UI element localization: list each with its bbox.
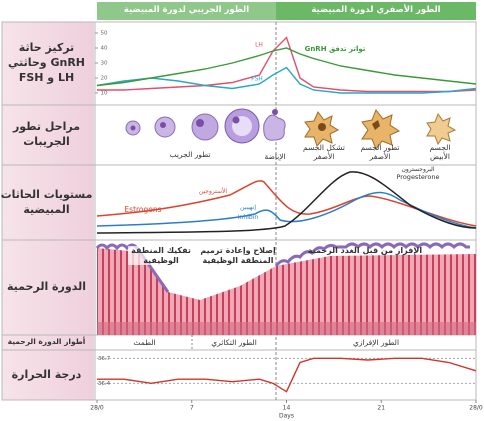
follicles [125, 108, 457, 151]
y-tick-label: 36.7 [98, 356, 111, 362]
stage-label: تطور الجسم الأصفر [360, 143, 400, 161]
header-luteal: الطور الأصفري لدورة المبيضية [311, 5, 441, 15]
header-right [276, 2, 476, 20]
y-tick-label: 30 [101, 61, 108, 67]
y-tick-label: 20 [101, 76, 108, 82]
basal-layer [97, 322, 476, 335]
uterine-label: تفكيك المنطقة الوظيفية [128, 246, 194, 266]
hormone-label: إنهيبين [239, 204, 257, 211]
phase-label: الطور التكاثري [211, 338, 257, 347]
header-follicular: الطور الجريبي لدورة المبيضية [123, 5, 250, 15]
x-tick-label: 21 [377, 405, 385, 412]
label-column [2, 22, 94, 400]
uterine-label: إصلاح وإعادة ترميم المنطقة الوظيفية [200, 246, 276, 265]
stage-label: الإباضة [264, 152, 286, 161]
header-left [97, 2, 276, 20]
phase-label: الطور الإفرازي [352, 338, 400, 347]
series-label: FSH [251, 76, 263, 83]
uterine-label: الإفراز من قبل الغدد الرحمية [307, 246, 423, 255]
series-label: تواتر تدفق GnRH [305, 45, 366, 53]
y-tick-label: 50 [101, 31, 108, 37]
hormone-line [96, 66, 477, 94]
progesterone-curve [96, 171, 477, 234]
row-label: الدورة الرحمية [7, 280, 86, 294]
hormone-line [96, 47, 477, 87]
y-tick-label: 40 [101, 46, 108, 52]
secretory-surface [274, 242, 470, 267]
y-tick-label: 10 [101, 91, 108, 97]
stage-label: تطور الجريب [169, 150, 211, 159]
x-tick-label: 28/0 [90, 405, 104, 412]
x-tick-label: 14 [283, 405, 291, 412]
hormone-label: الأستروجين [198, 188, 228, 195]
phase-label: الطمث [133, 338, 156, 347]
row-label: مراحل تطور الجريبات [12, 120, 81, 148]
series-label: LH [255, 42, 263, 49]
hormone-label: Estrogens [124, 205, 162, 214]
temperature-line [97, 357, 477, 393]
endometrium [97, 248, 476, 335]
row-label: تركيز حاثة GnRH وحاثتي LH و FSH [7, 41, 86, 84]
stage-label: الجسم الأبيض [429, 143, 451, 161]
estrogen-curve [96, 180, 477, 227]
endometrium-surface [95, 243, 170, 293]
hormone-label: Inhibin [237, 214, 259, 221]
hormone-label: البروجسترون [401, 166, 435, 173]
x-axis-title: Days [279, 413, 294, 420]
hormone-line [97, 36, 477, 93]
row-label: درجة الحرارة [11, 367, 82, 381]
y-tick-label: 36.4 [98, 381, 111, 387]
hormone-label: Progesterone [396, 173, 440, 181]
row-label: أطوار الدورة الرحمية [7, 337, 86, 347]
x-tick-label: 7 [190, 405, 194, 412]
stage-label: تشكل الجسم الأصفر [303, 143, 345, 161]
row-label: مستويات الحاثات المبيضية [0, 187, 93, 216]
x-tick-label: 28/0 [469, 405, 483, 412]
